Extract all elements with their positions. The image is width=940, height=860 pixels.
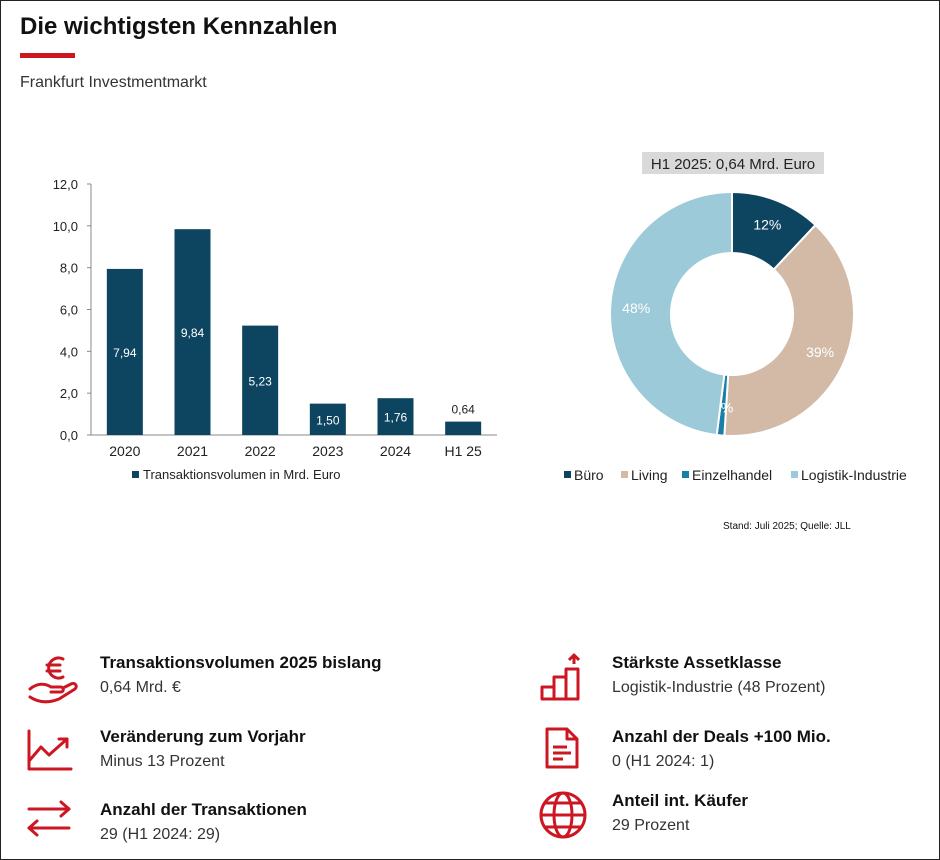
kpi-value: Logistik-Industrie (48 Prozent) xyxy=(612,679,826,696)
donut-data-label: 39% xyxy=(806,344,834,360)
bar-data-label: 0,64 xyxy=(451,403,475,417)
title-accent-line xyxy=(20,53,75,58)
kpi-label: Veränderung zum Vorjahr xyxy=(100,727,306,746)
x-tick-label: 2020 xyxy=(109,443,140,459)
y-tick-label: 10,0 xyxy=(53,219,78,234)
bar xyxy=(174,229,211,435)
x-tick-label: 2021 xyxy=(177,443,208,459)
bar-data-label: 5,23 xyxy=(248,374,272,388)
document-icon xyxy=(545,727,579,769)
kpi-label: Anteil int. Käufer xyxy=(612,791,749,810)
legend-label: Living xyxy=(631,467,668,483)
donut-data-label: 48% xyxy=(622,300,650,316)
bar-chart: 0,0 2,0 4,0 6,0 8,0 10,0 12,0 2020 7,94 2021 9,84… xyxy=(53,177,497,482)
bar-data-label: 1,50 xyxy=(316,413,340,427)
donut-title-bg xyxy=(642,152,824,174)
kpi-label: Transaktionsvolumen 2025 bislang xyxy=(100,653,382,672)
legend-swatch xyxy=(791,471,798,478)
kpi-label: Stärkste Assetklasse xyxy=(612,653,782,672)
legend-swatch xyxy=(682,471,689,478)
bar xyxy=(377,398,414,435)
y-tick-label: 12,0 xyxy=(53,177,78,192)
kpi-value: 0,64 Mrd. € xyxy=(100,679,181,696)
bar-growth-icon xyxy=(540,653,581,701)
bar-data-label: 1,76 xyxy=(384,411,408,425)
bar xyxy=(445,421,482,435)
legend-swatch xyxy=(564,471,571,478)
page-title: Die wichtigsten Kennzahlen xyxy=(20,13,338,40)
swap-arrows-icon xyxy=(27,800,71,837)
bar-data-label: 9,84 xyxy=(181,326,205,340)
legend-label: Einzelhandel xyxy=(692,467,772,483)
kpi-strongest-asset-class: Stärkste Assetklasse Logistik-Industrie … xyxy=(539,653,899,703)
x-tick-label: 2023 xyxy=(312,443,343,459)
trend-line-icon xyxy=(27,729,73,771)
legend-swatch xyxy=(621,471,628,478)
y-tick-label: 6,0 xyxy=(60,303,78,318)
kpi-value: 29 (H1 2024: 29) xyxy=(100,826,221,843)
source-note: Stand: Juli 2025; Quelle: JLL xyxy=(723,521,851,532)
kpi-transaction-count: Anzahl der Transaktionen 29 (H1 2024: 29… xyxy=(27,800,387,850)
globe-icon xyxy=(539,791,587,839)
legend-swatch xyxy=(132,471,139,478)
kpi-deals-over-100m: Anzahl der Deals +100 Mio. 0 (H1 2024: 1… xyxy=(539,727,899,777)
donut-slice xyxy=(723,223,855,437)
donut-chart: H1 2025: 0,64 Mrd. Euro 12%39%1%48% Büro… xyxy=(564,152,907,483)
donut-data-label: 12% xyxy=(753,217,781,233)
bar xyxy=(242,325,279,435)
y-tick-label: 0,0 xyxy=(60,428,78,443)
kpi-value: 0 (H1 2024: 1) xyxy=(612,753,715,770)
x-tick-label: H1 25 xyxy=(444,443,482,459)
y-tick-label: 4,0 xyxy=(60,344,78,359)
kpi-change-previous-year: Veränderung zum Vorjahr Minus 13 Prozent xyxy=(27,727,387,777)
euro-hand-icon xyxy=(28,656,78,704)
kpi-label: Anzahl der Deals +100 Mio. xyxy=(612,727,831,746)
donut-title: H1 2025: 0,64 Mrd. Euro xyxy=(651,156,815,173)
legend-label: Logistik-Industrie xyxy=(801,467,907,483)
kpi-value: Minus 13 Prozent xyxy=(100,753,225,770)
kpi-international-buyers: Anteil int. Käufer 29 Prozent xyxy=(539,791,899,845)
page-subtitle: Frankfurt Investmentmarkt xyxy=(20,74,207,91)
legend-label: Büro xyxy=(574,467,604,483)
kpi-transaction-volume: Transaktionsvolumen 2025 bislang 0,64 Mr… xyxy=(27,653,387,704)
y-tick-label: 8,0 xyxy=(60,261,78,276)
bar xyxy=(106,268,143,435)
x-tick-label: 2024 xyxy=(380,443,411,459)
bar-data-label: 7,94 xyxy=(113,346,137,360)
legend-label: Transaktionsvolumen in Mrd. Euro xyxy=(143,467,341,482)
kpi-label: Anzahl der Transaktionen xyxy=(100,800,307,819)
x-tick-label: 2022 xyxy=(245,443,276,459)
donut-slice xyxy=(609,190,733,437)
bar xyxy=(309,403,346,435)
y-tick-label: 2,0 xyxy=(60,386,78,401)
kpi-value: 29 Prozent xyxy=(612,817,690,834)
